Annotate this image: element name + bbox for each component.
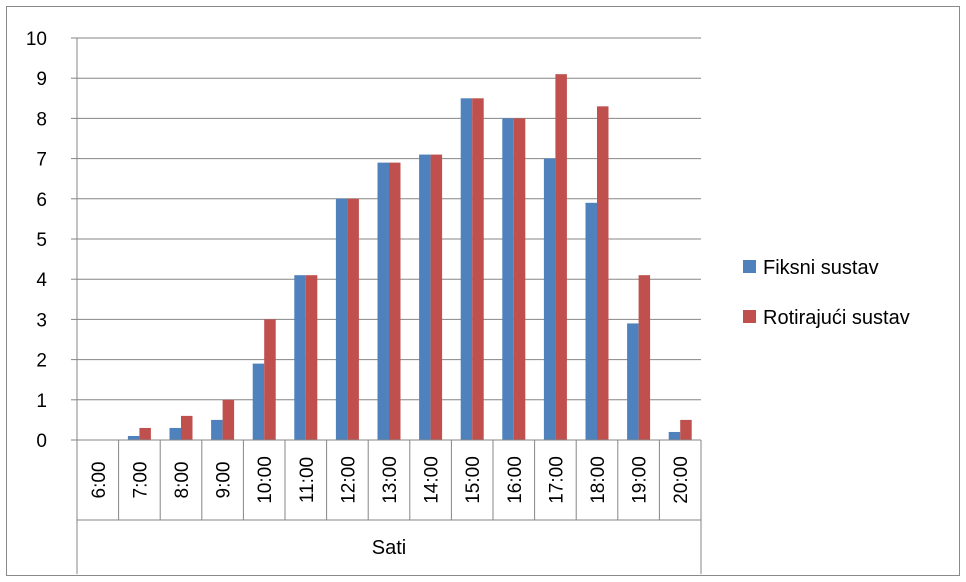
bar-fiksni [169, 427, 181, 440]
legend-swatch [743, 260, 756, 273]
y-tick-label: 4 [36, 270, 47, 291]
x-tick-label: 16:00 [505, 456, 526, 504]
y-tick-label: 2 [36, 351, 47, 372]
bar-rotirajuci [139, 427, 151, 440]
bar-rotirajuci [430, 154, 443, 440]
legend: Fiksni sustav Rotirajući sustav [743, 257, 910, 329]
bar-fiksni [252, 363, 265, 440]
y-tick-label: 7 [36, 150, 47, 171]
axes [71, 37, 702, 574]
bar-fiksni [543, 158, 556, 440]
bar-fiksni [585, 202, 597, 440]
x-tick-label: 10:00 [255, 456, 276, 504]
y-tick-label: 3 [36, 310, 47, 331]
bar-fiksni [127, 435, 140, 440]
x-tick-label: 19:00 [630, 456, 651, 504]
x-tick-label: 7:00 [130, 462, 151, 499]
y-tick-label: 5 [36, 230, 47, 251]
bars [127, 74, 692, 441]
x-tick-label: 14:00 [422, 456, 443, 504]
y-tick-label: 0 [36, 431, 47, 452]
bar-fiksni [419, 154, 431, 440]
legend-swatch [743, 310, 756, 323]
bar-rotirajuci [264, 319, 276, 440]
x-tick-label: 15:00 [463, 456, 484, 504]
bar-rotirajuci [472, 98, 484, 441]
bar-fiksni [502, 118, 514, 441]
x-tick-label: 12:00 [338, 456, 359, 504]
bar-rotirajuci [347, 198, 359, 440]
bar-rotirajuci [597, 106, 609, 440]
bar-fiksni [627, 323, 639, 440]
bar-rotirajuci [555, 74, 567, 441]
bar-rotirajuci [222, 399, 235, 440]
bar-fiksni [335, 198, 348, 440]
x-tick-label: 6:00 [89, 462, 110, 499]
bar-rotirajuci [680, 419, 692, 440]
x-tick-label: 18:00 [588, 456, 609, 504]
bar-rotirajuci [389, 162, 401, 440]
y-tick-label: 8 [36, 109, 47, 130]
bar-fiksni [460, 98, 473, 441]
bar-rotirajuci [181, 415, 193, 440]
bar-rotirajuci [638, 275, 651, 440]
bar-fiksni [211, 419, 223, 440]
bar-fiksni [668, 431, 681, 440]
tick-labels: 0 1 2 3 4 5 6 7 8 9 10 6:00 7:00 8:00 9:00 10:00 11:00 12… [26, 29, 692, 504]
x-tick-label: 17:00 [546, 456, 567, 504]
x-tick-label: 13:00 [380, 456, 401, 504]
y-tick-label: 1 [36, 391, 47, 412]
bar-fiksni [377, 162, 389, 440]
y-tick-label: 6 [36, 190, 47, 211]
x-tick-label: 9:00 [214, 462, 235, 499]
x-tick-label: 11:00 [297, 457, 318, 503]
x-axis-title: Sati [372, 537, 406, 559]
bar-rotirajuci [513, 118, 526, 441]
x-tick-label: 8:00 [172, 462, 193, 499]
bar-fiksni [294, 275, 306, 440]
y-tick-label: 10 [26, 29, 47, 50]
x-tick-label: 20:00 [671, 456, 692, 504]
bar-rotirajuci [305, 275, 318, 440]
legend-label: Rotirajući sustav [763, 307, 910, 329]
y-tick-label: 9 [36, 69, 47, 90]
legend-label: Fiksni sustav [763, 257, 879, 279]
